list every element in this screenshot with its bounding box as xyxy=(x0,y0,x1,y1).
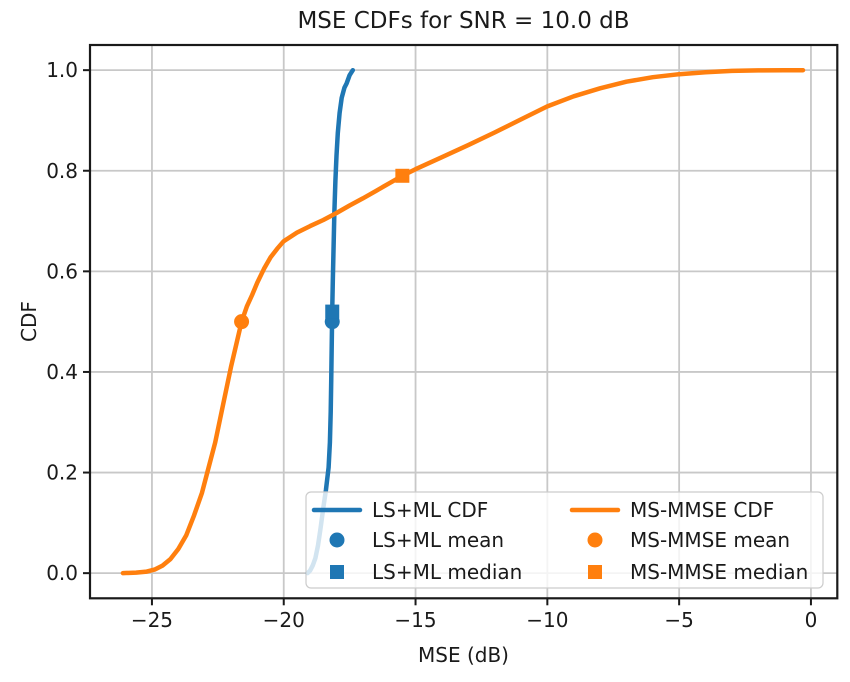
legend-sample-circle-lsml xyxy=(329,532,345,548)
y-axis-label: CDF xyxy=(17,301,41,342)
marker-ms-mmse-median xyxy=(395,168,410,183)
x-tick-label: 0 xyxy=(805,608,818,632)
legend-label-msmmse-median: MS-MMSE median xyxy=(630,560,808,584)
legend-sample-circle-msmmse xyxy=(587,532,603,548)
y-tick-label: 0.4 xyxy=(46,360,78,384)
marker-ls-ml-median xyxy=(325,304,340,319)
legend: LS+ML CDF LS+ML mean LS+ML median MS-MMS… xyxy=(305,491,824,589)
legend-label-lsml-mean: LS+ML mean xyxy=(372,528,504,552)
x-axis-label: MSE (dB) xyxy=(418,643,509,667)
y-tick-label: 0.6 xyxy=(46,259,78,283)
x-tick-label: −5 xyxy=(664,608,693,632)
tick-marks xyxy=(83,69,812,606)
x-tick-label: −20 xyxy=(263,608,305,632)
y-tick-label: 0.0 xyxy=(46,561,78,585)
y-tick-label: 0.2 xyxy=(46,461,78,485)
curve-ms-mmse-cdf xyxy=(120,67,806,576)
chart-title: MSE CDFs for SNR = 10.0 dB xyxy=(297,8,629,34)
legend-box xyxy=(305,491,824,589)
marker-ms-mmse-mean xyxy=(234,314,250,330)
legend-circle-glyph xyxy=(329,532,345,548)
y-tick-label: 0.8 xyxy=(46,159,78,183)
legend-sample-square-lsml xyxy=(330,565,344,579)
legend-sample-square-msmmse xyxy=(588,565,602,579)
x-tick-label: −25 xyxy=(131,608,173,632)
gridlines xyxy=(90,45,838,599)
axes-frame xyxy=(88,43,839,600)
legend-label-lsml-median: LS+ML median xyxy=(372,560,522,584)
stat-markers xyxy=(234,168,410,330)
legend-label-msmmse-cdf: MS-MMSE CDF xyxy=(630,498,774,522)
legend-square-glyph xyxy=(330,565,344,579)
legend-label-msmmse-mean: MS-MMSE mean xyxy=(630,528,790,552)
legend-square-glyph xyxy=(588,565,602,579)
x-tick-label: −15 xyxy=(394,608,436,632)
legend-circle-glyph xyxy=(587,532,603,548)
legend-label-lsml-cdf: LS+ML CDF xyxy=(372,498,488,522)
tick-labels: −25 −20 −15 −10 −5 0 0.0 0.2 0.4 0.6 0.8 1.0 xyxy=(46,58,817,632)
x-tick-label: −10 xyxy=(526,608,568,632)
y-tick-label: 1.0 xyxy=(46,58,78,82)
